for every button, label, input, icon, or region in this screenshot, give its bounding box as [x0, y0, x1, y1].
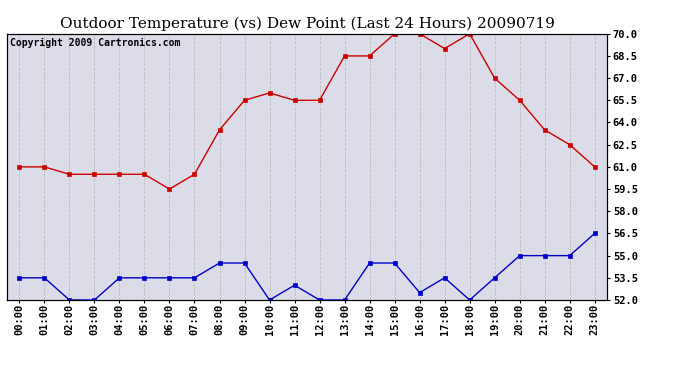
- Text: Copyright 2009 Cartronics.com: Copyright 2009 Cartronics.com: [10, 38, 180, 48]
- Title: Outdoor Temperature (vs) Dew Point (Last 24 Hours) 20090719: Outdoor Temperature (vs) Dew Point (Last…: [59, 17, 555, 31]
